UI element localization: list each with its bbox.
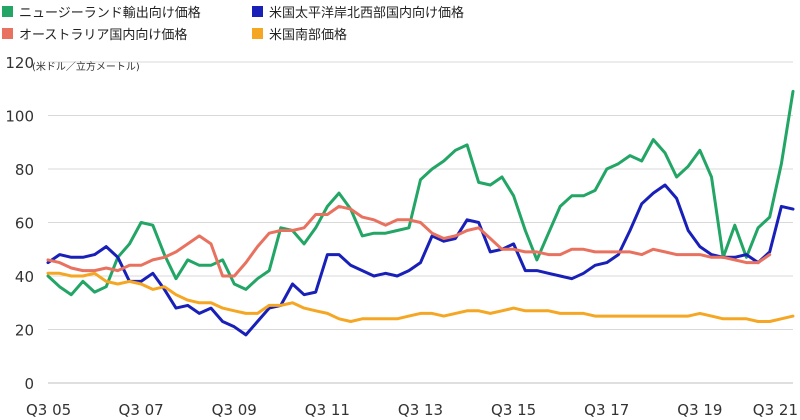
series-line-2 bbox=[46, 204, 772, 278]
x-tick-label: Q3 09 bbox=[212, 401, 257, 419]
y-tick-label: 80 bbox=[15, 161, 34, 179]
legend-item-australia: オーストラリア国内向け価格 bbox=[2, 24, 187, 43]
series-lines bbox=[46, 89, 795, 337]
legend-item-us-south: 米国南部価格 bbox=[252, 24, 347, 43]
legend-item-us-pnw: 米国太平洋岸北西部国内向け価格 bbox=[252, 2, 464, 21]
series-line-0 bbox=[46, 89, 795, 297]
y-tick-label: 40 bbox=[15, 268, 34, 286]
x-tick-label: Q3 13 bbox=[398, 401, 443, 419]
legend-swatch-us-pnw bbox=[252, 6, 263, 17]
legend-item-nz-export: ニュージーランド輸出向け価格 bbox=[2, 2, 201, 21]
chart-legend: ニュージーランド輸出向け価格 米国太平洋岸北西部国内向け価格 オーストラリア国内… bbox=[0, 2, 800, 46]
series-line-1 bbox=[46, 183, 795, 337]
y-tick-label: 120 bbox=[5, 54, 34, 72]
y-tick-label: 100 bbox=[5, 108, 34, 126]
x-tick-label: Q3 05 bbox=[26, 401, 71, 419]
legend-label-us-pnw: 米国太平洋岸北西部国内向け価格 bbox=[269, 6, 465, 21]
y-axis-unit-label: (米ドル／立方メートル) bbox=[32, 60, 140, 73]
legend-swatch-australia bbox=[2, 28, 13, 39]
gridlines bbox=[48, 61, 793, 330]
x-tick-label: Q3 11 bbox=[305, 401, 350, 419]
y-tick-label: 60 bbox=[15, 215, 34, 233]
x-tick-label: Q3 17 bbox=[584, 401, 629, 419]
legend-label-australia: オーストラリア国内向け価格 bbox=[19, 28, 188, 43]
axes: 0 20 40 60 80 100 120 Q3 05 Q3 07 Q3 09 Q3 11 Q3 13… bbox=[5, 54, 798, 419]
y-tick-label: 20 bbox=[15, 322, 34, 340]
legend-label-nz-export: ニュージーランド輸出向け価格 bbox=[19, 6, 201, 21]
x-tick-label: Q3 19 bbox=[677, 401, 722, 419]
y-tick-label: 0 bbox=[24, 375, 34, 393]
series-line-3 bbox=[46, 271, 795, 323]
x-tick-label: Q3 07 bbox=[119, 401, 164, 419]
x-tick-label: Q3 21 bbox=[753, 401, 798, 419]
legend-swatch-nz-export bbox=[2, 6, 13, 17]
x-tick-label: Q3 15 bbox=[491, 401, 536, 419]
legend-label-us-south: 米国南部価格 bbox=[269, 28, 348, 43]
legend-swatch-us-south bbox=[252, 28, 263, 39]
